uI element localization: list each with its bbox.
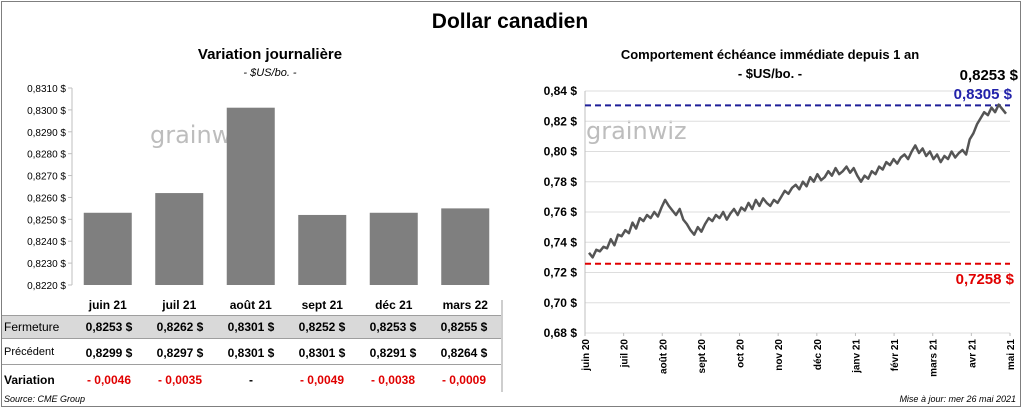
right-y-tick-label: 0,76 $	[544, 205, 578, 219]
right-x-tick-label: déc 20	[813, 339, 824, 371]
left-x-tick-label: juin 21	[88, 298, 127, 312]
right-chart-subtitle: - $US/bo. -	[737, 66, 803, 81]
left-chart-subtitle: - $US/bo. -	[243, 67, 297, 79]
row-label-fermeture: Fermeture	[4, 320, 60, 334]
left-x-tick-label: juil 21	[161, 298, 196, 312]
precedent-cell: 0,8299 $	[85, 346, 133, 360]
left-y-tick-label: 0,8250 $	[27, 215, 66, 226]
variation-cell: -	[249, 373, 253, 387]
right-x-tick-label: juil 20	[620, 339, 631, 369]
annotation-last-price: 0,8253 $	[959, 67, 1018, 84]
annotation-high: 0,8305 $	[953, 86, 1012, 103]
right-y-tick-label: 0,80 $	[544, 145, 578, 159]
right-x-tick-label: sept 20	[697, 339, 708, 374]
left-y-tick-label: 0,8260 $	[27, 193, 66, 204]
fermeture-cell: 0,8252 $	[298, 320, 346, 334]
right-y-tick-label: 0,82 $	[544, 114, 578, 128]
right-y-tick-label: 0,84 $	[544, 84, 578, 98]
left-y-tick-label: 0,8300 $	[27, 106, 66, 117]
left-y-tick-label: 0,8230 $	[27, 259, 66, 270]
variation-cell: - 0,0049	[299, 373, 345, 387]
table-row-variation: Variation - 0,0046 - 0,0035 - - 0,0049 -…	[2, 369, 501, 391]
precedent-cell: 0,8291 $	[369, 346, 417, 360]
left-y-tick-label: 0,8280 $	[27, 150, 66, 161]
main-title: Dollar canadien	[431, 10, 589, 33]
update-note: Mise à jour: mer 26 mai 2021	[899, 394, 1016, 404]
right-x-tick-label: mai 21	[1006, 339, 1017, 371]
fermeture-cell: 0,8262 $	[156, 320, 204, 334]
bar	[369, 212, 418, 285]
left-x-tick-label: mars 22	[443, 298, 489, 312]
left-y-tick-label: 0,8290 $	[27, 128, 66, 139]
left-x-tick-label: août 21	[230, 298, 272, 312]
row-label-variation: Variation	[4, 373, 55, 387]
right-x-tick-label: août 20	[658, 339, 669, 374]
right-x-tick-label: avr 21	[967, 339, 978, 368]
variation-cell: - 0,0038	[370, 373, 416, 387]
row-label-precedent: Précédent	[4, 346, 55, 358]
source-note: Source: CME Group	[4, 394, 86, 404]
precedent-cell: 0,8301 $	[298, 346, 346, 360]
bar	[155, 193, 204, 285]
right-chart-title: Comportement échéance immédiate depuis 1…	[620, 47, 920, 62]
bar	[83, 212, 132, 285]
left-y-tick-label: 0,8270 $	[27, 172, 66, 183]
right-x-tick-label: févr 21	[890, 339, 901, 372]
fermeture-cell: 0,8253 $	[85, 320, 133, 334]
right-y-tick-label: 0,74 $	[544, 235, 578, 249]
fermeture-cell: 0,8301 $	[227, 320, 275, 334]
right-x-tick-label: oct 20	[736, 339, 747, 368]
left-x-tick-label: sept 21	[302, 298, 344, 312]
left-x-tick-label: déc 21	[375, 298, 413, 312]
variation-cell: - 0,0009	[441, 373, 487, 387]
precedent-cell: 0,8297 $	[156, 346, 204, 360]
precedent-cell: 0,8301 $	[227, 346, 275, 360]
table-row-precedent: Précédent 0,8299 $ 0,8297 $ 0,8301 $ 0,8…	[2, 342, 501, 365]
fermeture-cell: 0,8253 $	[369, 320, 417, 334]
precedent-cell: 0,8264 $	[440, 346, 488, 360]
bar	[441, 208, 490, 285]
fermeture-cell: 0,8255 $	[440, 320, 488, 334]
left-y-tick-label: 0,8240 $	[27, 237, 66, 248]
bar	[226, 107, 275, 285]
annotation-low: 0,7258 $	[955, 271, 1014, 288]
right-y-tick-label: 0,72 $	[544, 266, 578, 280]
variation-cell: - 0,0046	[86, 373, 132, 387]
price-series-line	[588, 103, 1007, 259]
left-y-tick-label: 0,8220 $	[27, 281, 66, 292]
variation-cell: - 0,0035	[157, 373, 203, 387]
left-y-tick-label: 0,8310 $	[27, 84, 66, 95]
right-x-tick-label: janv 21	[851, 339, 862, 374]
bar	[298, 214, 347, 285]
right-y-tick-label: 0,68 $	[544, 326, 578, 340]
right-x-tick-label: juin 20	[581, 339, 592, 372]
right-x-tick-label: nov 20	[774, 339, 785, 371]
right-x-tick-label: mars 21	[929, 339, 940, 377]
table-row-fermeture: Fermeture 0,8253 $ 0,8262 $ 0,8301 $ 0,8…	[2, 315, 501, 339]
right-y-tick-label: 0,70 $	[544, 296, 578, 310]
right-y-tick-label: 0,78 $	[544, 175, 578, 189]
left-chart-title: Variation journalière	[197, 46, 343, 63]
